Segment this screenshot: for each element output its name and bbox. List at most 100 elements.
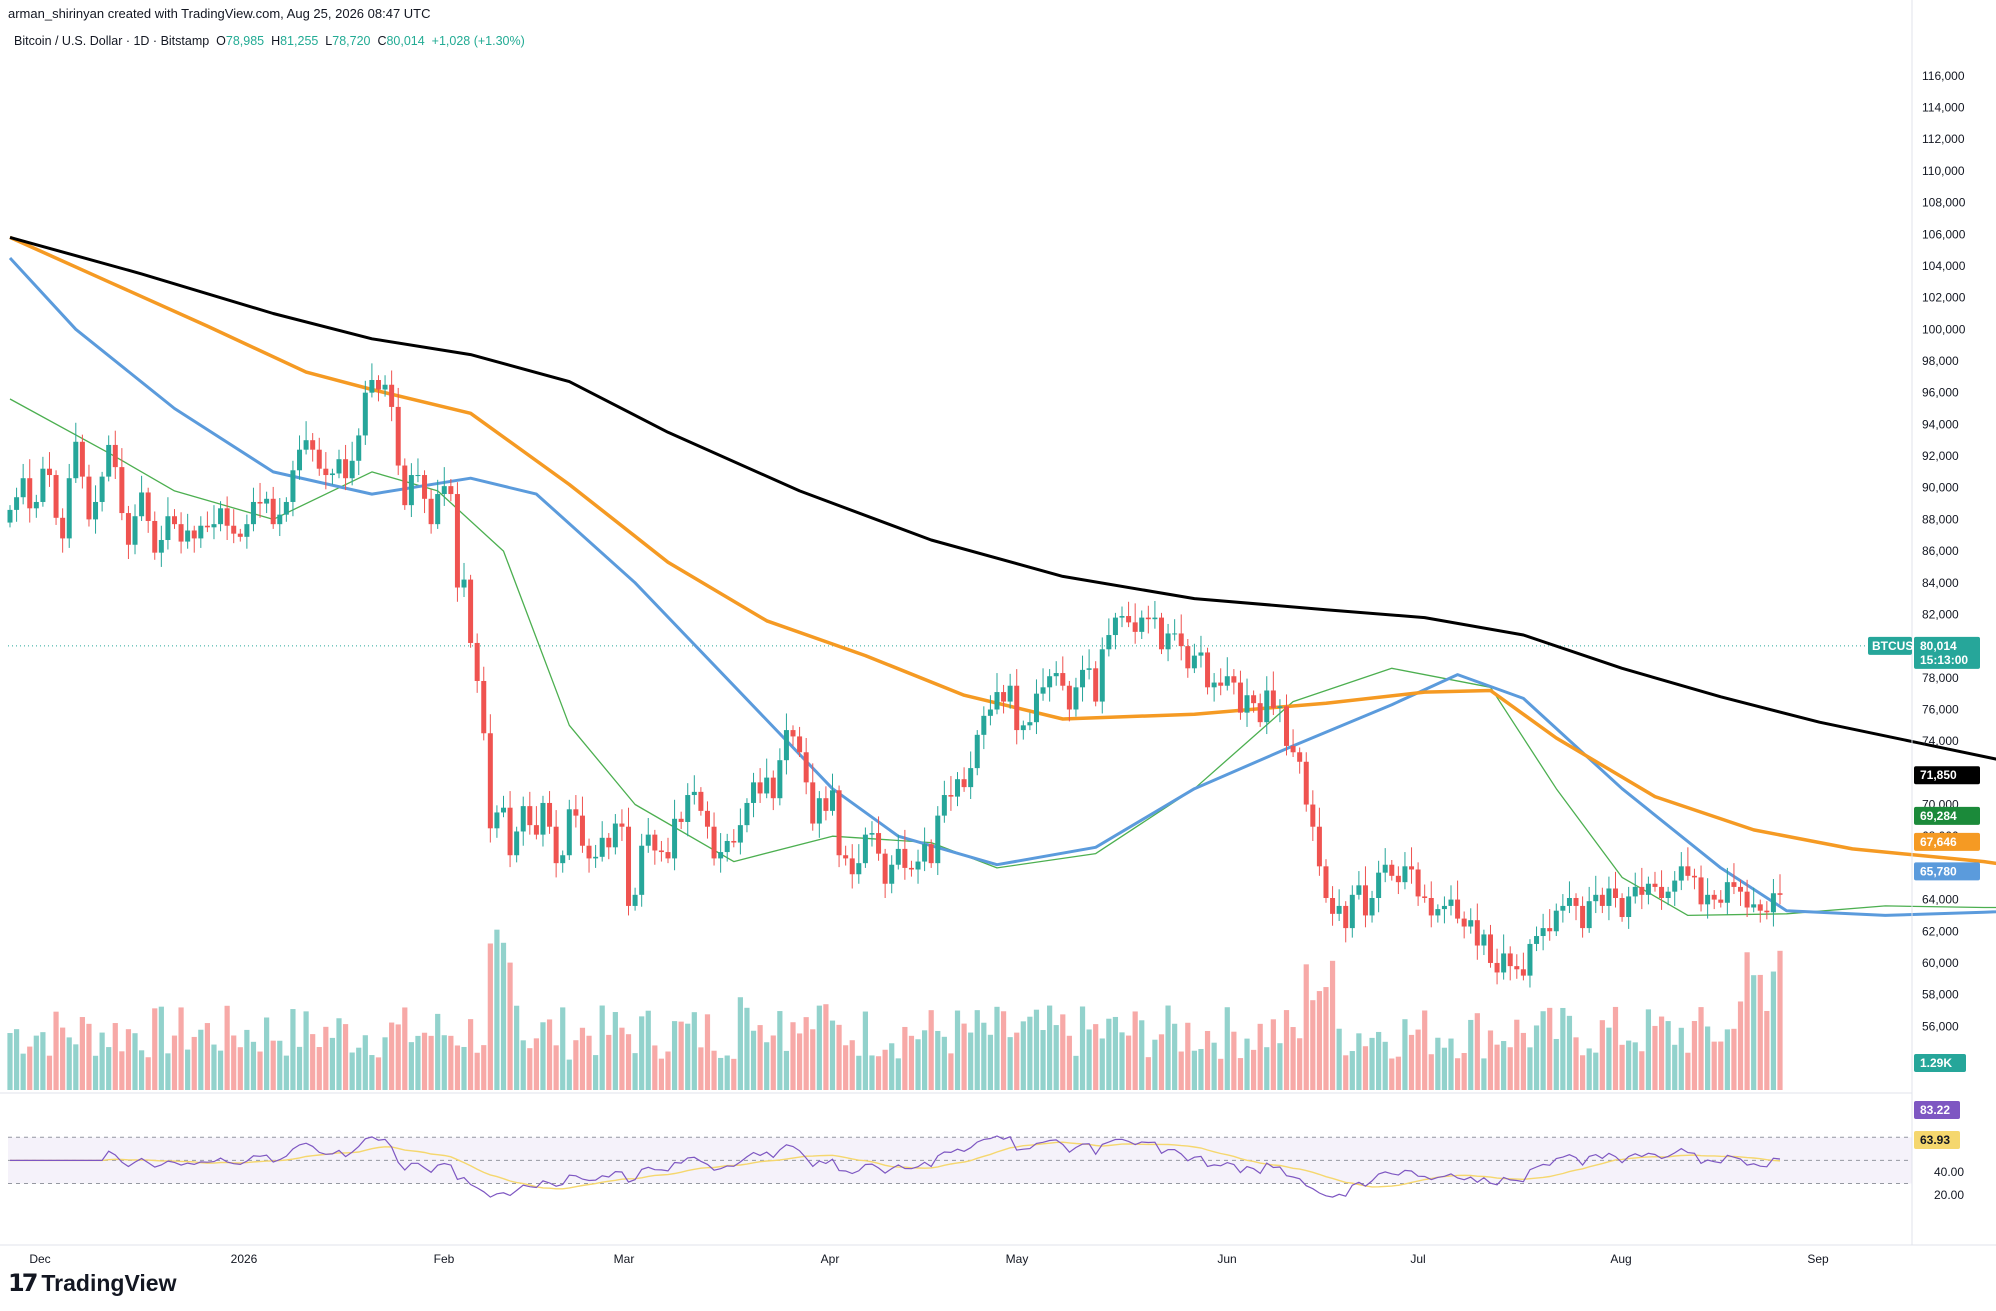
- candle-body: [152, 520, 158, 553]
- volume-bar: [790, 1022, 796, 1090]
- candle: [790, 725, 796, 746]
- volume-bar: [974, 1010, 980, 1090]
- volume-bar: [1119, 1032, 1125, 1090]
- symbol-title[interactable]: Bitcoin / U.S. Dollar · 1D · Bitstamp: [14, 34, 210, 48]
- volume-bar: [349, 1052, 355, 1090]
- volume-bar: [1165, 1005, 1171, 1090]
- candle: [1395, 866, 1401, 895]
- volume-bar: [685, 1023, 691, 1090]
- candle: [566, 799, 572, 860]
- volume-bar: [1770, 971, 1777, 1090]
- volume-bar: [1125, 1035, 1132, 1090]
- candle-body: [1224, 676, 1230, 686]
- candle: [1297, 747, 1303, 774]
- volume-bar: [645, 1010, 651, 1090]
- volume-bar: [948, 1053, 954, 1090]
- candle-body: [1580, 905, 1586, 929]
- candle-body: [356, 435, 362, 461]
- ma-green-line: [9, 398, 1996, 917]
- candle-body: [1033, 693, 1039, 723]
- candle-body: [1284, 706, 1290, 746]
- tag-ma-orange: 67,646: [1914, 832, 1980, 851]
- candle: [1665, 886, 1671, 906]
- candle-body: [1639, 886, 1645, 895]
- candle: [1093, 661, 1099, 707]
- candle-body: [1356, 885, 1362, 895]
- candle-body: [599, 837, 605, 857]
- volume-bar: [1040, 1030, 1046, 1090]
- volume-bar: [92, 1055, 99, 1090]
- candle-body: [415, 475, 421, 477]
- candle-body: [849, 858, 855, 875]
- high-value: 81,255: [280, 34, 319, 48]
- candle: [264, 491, 270, 514]
- volume-bar: [803, 1017, 809, 1090]
- candle-body: [994, 692, 1000, 710]
- volume-bar: [1079, 1006, 1086, 1090]
- candle-body: [53, 475, 59, 518]
- candle-body: [171, 516, 177, 525]
- volume-bar: [1356, 1033, 1362, 1090]
- candle-body: [948, 795, 954, 797]
- candle-body: [606, 837, 612, 848]
- candle: [1211, 673, 1217, 702]
- candle: [1613, 871, 1619, 908]
- candle: [494, 805, 500, 838]
- volume-bar: [869, 1055, 875, 1090]
- volume-bar: [1757, 974, 1763, 1090]
- candle: [1376, 860, 1382, 913]
- volume-bar: [1408, 1034, 1415, 1090]
- candle-body: [1468, 920, 1474, 927]
- volume-bar: [1257, 1023, 1263, 1090]
- candle: [441, 467, 447, 506]
- volume-bar: [1060, 1014, 1066, 1090]
- candle-body: [310, 440, 316, 450]
- volume-bar: [1297, 1038, 1303, 1090]
- candle-body: [1428, 898, 1434, 916]
- candle-body: [1297, 752, 1303, 762]
- volume-tag-box: [1914, 1054, 1966, 1072]
- volume-bar: [342, 1024, 349, 1090]
- volume-bar: [99, 1032, 105, 1090]
- candle-body: [1310, 804, 1316, 827]
- volume-bar: [1152, 1039, 1158, 1090]
- candle-body: [547, 802, 553, 827]
- volume-bar: [961, 1023, 967, 1090]
- candle-body: [158, 539, 164, 553]
- candle-body: [191, 530, 197, 539]
- candle: [672, 799, 678, 871]
- candle-body: [691, 791, 697, 796]
- volume-bar: [13, 1029, 20, 1090]
- volume-bar: [1678, 1027, 1684, 1090]
- price-tag-value: 65,780: [1920, 864, 1957, 878]
- price-tag-value: 69,284: [1920, 809, 1957, 823]
- candle: [1672, 871, 1678, 906]
- candle: [810, 763, 816, 831]
- ma-black-line: [9, 235, 1996, 761]
- tag-ma-black: 71,850: [1914, 766, 1980, 785]
- volume-bar: [356, 1047, 362, 1090]
- volume-bar: [171, 1035, 178, 1090]
- candle: [1303, 752, 1309, 812]
- candle: [994, 673, 1000, 715]
- volume-bar: [217, 1050, 224, 1090]
- candle-body: [724, 840, 730, 853]
- volume-bar: [1323, 987, 1329, 1090]
- candle: [1520, 952, 1526, 981]
- candle: [658, 840, 664, 862]
- candle: [1757, 899, 1763, 923]
- candle: [1257, 693, 1263, 727]
- candle: [454, 482, 460, 602]
- candle: [1382, 848, 1388, 883]
- candle: [889, 855, 895, 894]
- volume-bar: [1461, 1053, 1467, 1090]
- candle-body: [1040, 687, 1046, 694]
- volume-bar: [178, 1007, 184, 1090]
- candle: [1626, 886, 1632, 929]
- volume-bar: [1218, 1058, 1224, 1090]
- tradingview-logo[interactable]: 17 TradingView: [8, 1268, 176, 1298]
- volume-bar: [1652, 1025, 1658, 1090]
- candle-body: [277, 514, 283, 525]
- candle-body: [797, 736, 803, 753]
